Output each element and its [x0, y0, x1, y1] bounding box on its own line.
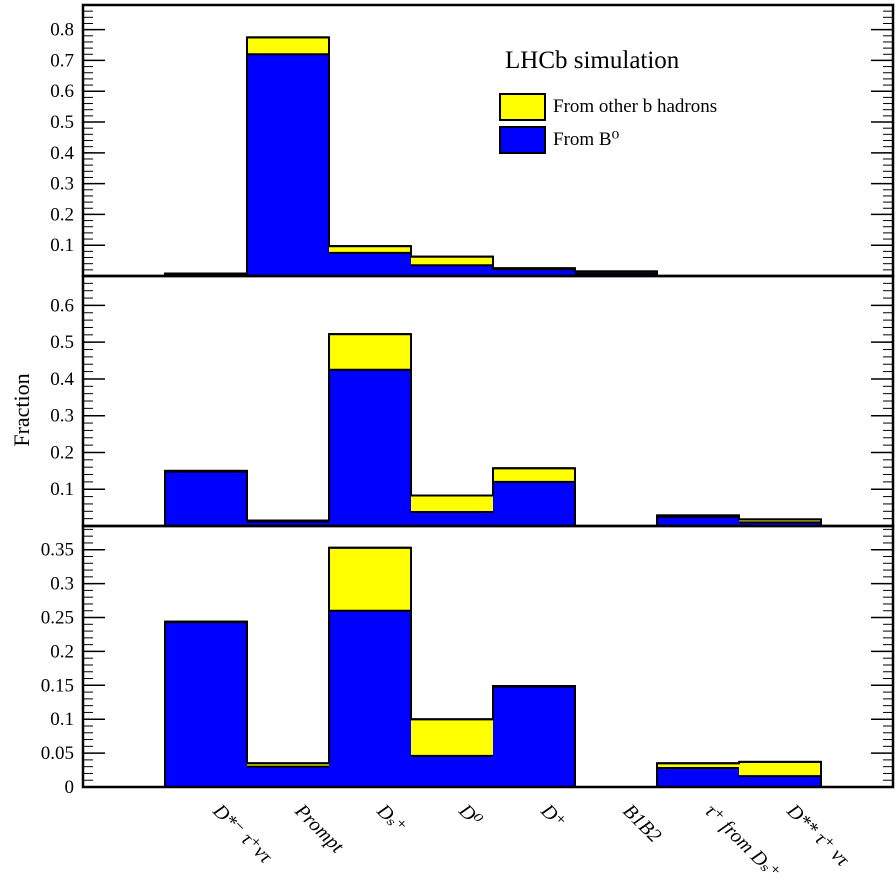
y-tick-label: 0.8	[50, 20, 74, 41]
x-category-label: D⁰	[454, 799, 486, 831]
histogram-outline	[164, 333, 822, 527]
y-tick-label: 0.5	[50, 112, 74, 133]
histogram-outline	[164, 546, 822, 788]
bar-b0-5	[493, 686, 575, 787]
chart-title: LHCb simulation	[505, 47, 680, 74]
y-tick-label: 0.4	[50, 143, 74, 164]
x-category-label: D⁺	[536, 799, 570, 833]
bar-b0-5	[493, 269, 575, 276]
panel-3: 0 0.05 0.1 0.15 0.2 0.25 0.3 0.35	[41, 524, 895, 798]
y-tick-label: 0.3	[50, 174, 74, 195]
y-tick-label: 0	[65, 777, 75, 798]
bar-b0-1	[165, 622, 247, 787]
bar-b0-8	[739, 776, 821, 787]
bar-b0-8	[739, 522, 821, 526]
y-tick-label: 0.25	[41, 608, 74, 629]
histogram-outline	[164, 36, 821, 277]
y-tick-label: 0.35	[41, 540, 74, 561]
y-tick-label: 0.7	[50, 50, 74, 71]
x-category-label: B1B2	[618, 800, 665, 847]
y-axis-label: Fraction	[9, 373, 34, 446]
panel-1: 0.1 0.2 0.3 0.4 0.5 0.6 0.7 0.8	[50, 3, 895, 278]
y-tick-label: 0.2	[50, 204, 74, 225]
y-tick-label: 0.6	[50, 295, 74, 316]
bar-b0-4	[411, 512, 493, 526]
x-category-label: D** τ⁺ ντ	[782, 799, 854, 871]
legend: From other b hadrons From B⁰	[499, 93, 717, 154]
x-category-label: D*⁻ τ⁺ντ	[208, 799, 277, 868]
y-tick-label: 0.3	[50, 574, 74, 595]
y-tick-label: 0.1	[50, 709, 74, 730]
panel-frame	[81, 524, 895, 789]
plot-panels: 0.10.20.30.40.50.60.70.80.10.20.30.40.50…	[41, 3, 895, 798]
legend-label-other: From other b hadrons	[553, 96, 717, 117]
y-tick-label: 0.2	[50, 641, 74, 662]
bar-b0-5	[493, 481, 575, 526]
y-tick-label: 0.05	[41, 743, 74, 764]
panel-frame	[81, 3, 895, 278]
panel-2: 0.1 0.2 0.3 0.4 0.5 0.6	[50, 274, 895, 528]
x-category-label: Dₛ⁺	[372, 799, 411, 838]
bar-b0-4	[411, 265, 493, 276]
y-tick-label: 0.3	[50, 406, 74, 427]
y-tick-label: 0.6	[50, 81, 74, 102]
legend-label-b0: From B⁰	[553, 129, 620, 150]
legend-swatch-b0	[499, 126, 546, 154]
y-tick-label: 0.5	[50, 332, 74, 353]
x-category-label: Prompt	[290, 799, 348, 857]
bar-b0-2	[247, 54, 329, 276]
bar-b0-7	[657, 516, 739, 526]
bar-b0-2	[247, 521, 329, 526]
bar-b0-7	[657, 768, 739, 787]
bar-b0-1	[165, 471, 247, 526]
y-tick-label: 0.15	[41, 675, 74, 696]
category-labels: D*⁻ τ⁺ντ Prompt Dₛ⁺ D⁰ D⁺ B1B2 τ⁺ from Dₛ⁺D** …	[208, 799, 854, 883]
y-tick-label: 0.2	[50, 442, 74, 463]
y-tick-label: 0.1	[50, 235, 74, 256]
bar-b0-4	[411, 755, 493, 787]
bar-b0-3	[329, 610, 411, 787]
y-tick-label: 0.4	[50, 369, 74, 390]
x-category-label: τ⁺ from Dₛ⁺	[700, 800, 784, 884]
y-tick-label: 0.1	[50, 479, 74, 500]
bar-b0-3	[329, 252, 411, 276]
legend-swatch-other	[499, 93, 546, 121]
bar-b0-2	[247, 766, 329, 787]
bar-b0-3	[329, 369, 411, 526]
